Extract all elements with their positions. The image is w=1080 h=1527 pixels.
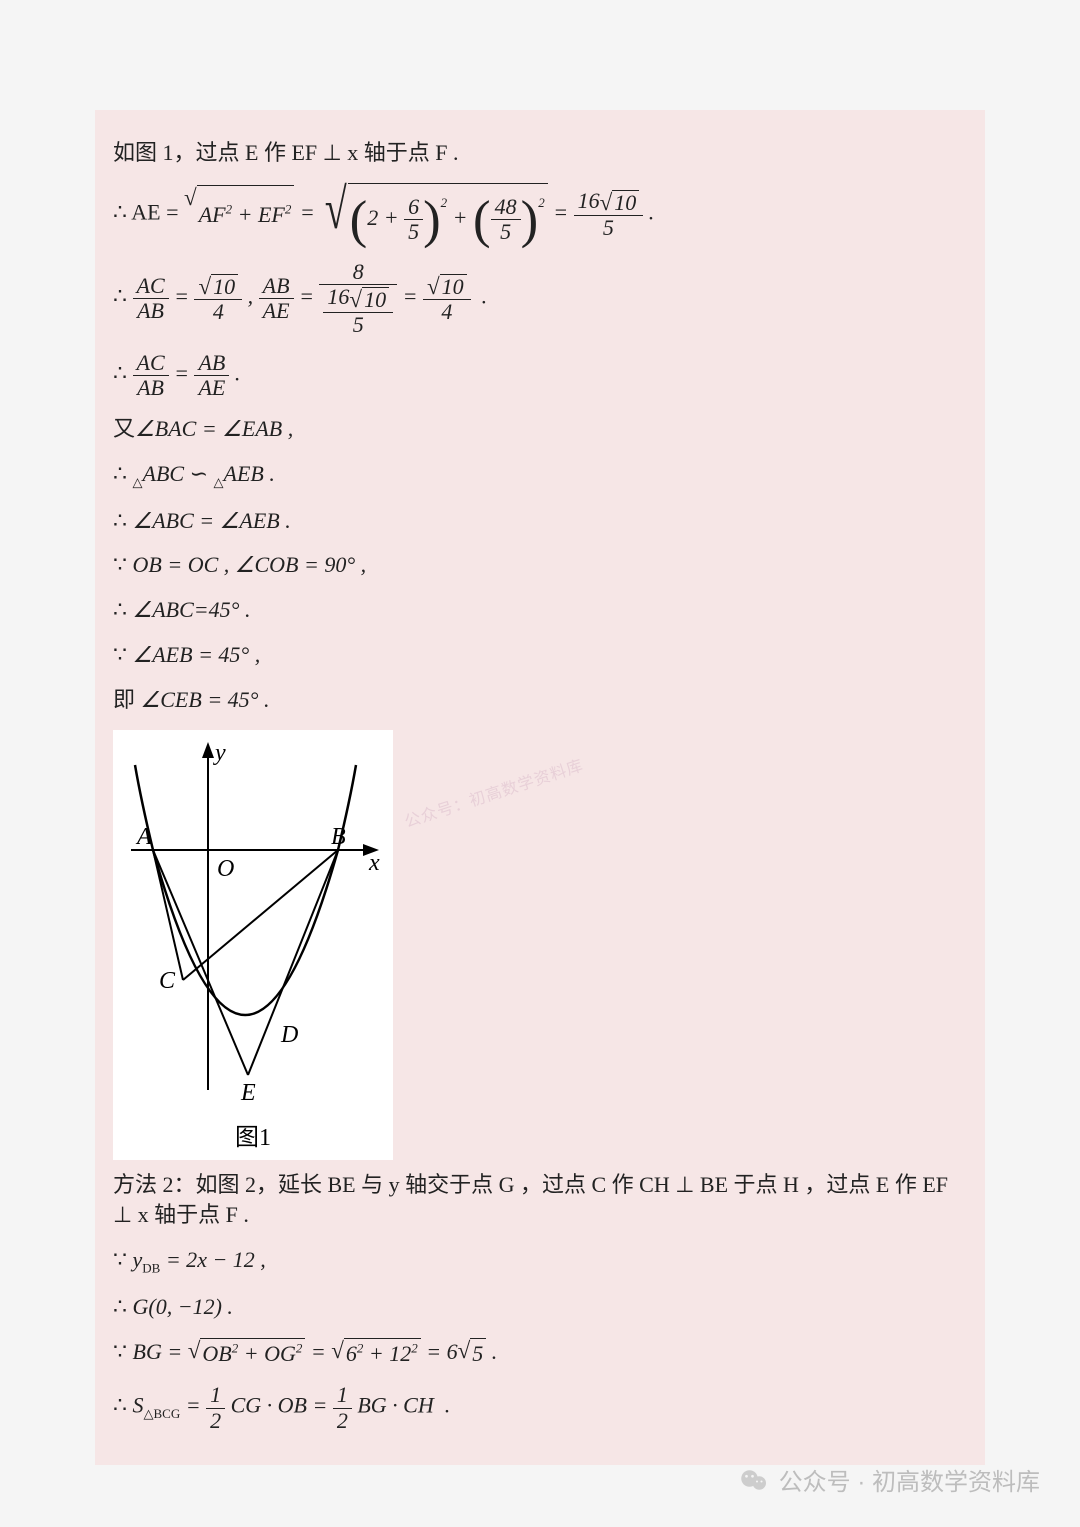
- two3: 2: [333, 1409, 352, 1433]
- svg-text:x: x: [368, 850, 380, 876]
- twelve: 12: [389, 1341, 411, 1366]
- m2-line1: ∵ yDB = 2x − 12 ,: [113, 1245, 967, 1278]
- r1: 10: [211, 274, 238, 299]
- equation-equal-ratio: ∴ ACAB = ABAE .: [113, 351, 967, 400]
- svg-text:y: y: [213, 740, 226, 766]
- r3: AB: [194, 351, 229, 376]
- d1: 5: [404, 220, 423, 244]
- d4b: 4: [423, 300, 471, 324]
- n1: 6: [404, 195, 423, 220]
- intro-text: 如图 1，过点 E 作 EF ⊥ x 轴于点 F .: [113, 140, 459, 165]
- n2: 48: [491, 195, 521, 220]
- ab2: AB: [259, 274, 294, 299]
- r2: 10: [440, 274, 467, 299]
- figure-caption: 图1: [113, 1117, 393, 1152]
- l1: AC: [133, 351, 169, 376]
- m2-text: 方法 2：如图 2，延长 BE 与 y 轴交于点 G ，过点 C 作 CH ⊥ …: [113, 1172, 948, 1228]
- m2-line3: ∵ BG = √OB2 + OG2 = √62 + 122 = 6√5 .: [113, 1337, 967, 1370]
- two: 2: [367, 205, 378, 230]
- svg-text:B: B: [331, 824, 346, 850]
- d5: 5: [323, 313, 393, 337]
- figure-svg: y x A O B C D E: [113, 730, 393, 1130]
- ef: EF: [258, 202, 285, 227]
- five: 5: [470, 1338, 486, 1370]
- m2-line4: ∴ S△BCG = 12 CG · OB = 12 BG · CH .: [113, 1383, 967, 1432]
- two2: 2: [206, 1409, 225, 1433]
- equation-ae: ∴ AE = √ AF2 + EF2 = √ (2 + 65)2 + (485)…: [113, 183, 967, 246]
- footer-watermark: 公众号 · 初高数学资料库: [739, 1462, 1040, 1497]
- den: 5: [574, 216, 644, 240]
- one2: 1: [333, 1383, 352, 1408]
- eq1-prefix: ∴ AE =: [113, 199, 179, 224]
- af: AF: [199, 202, 226, 227]
- intro-line: 如图 1，过点 E 作 EF ⊥ x 轴于点 F .: [113, 138, 967, 169]
- wechat-icon: [739, 1465, 769, 1495]
- sub-bcg: △BCG: [144, 1407, 181, 1422]
- ae-result: 16√10 5: [574, 189, 644, 241]
- ae2: AE: [259, 299, 294, 323]
- eight: 8: [319, 260, 397, 285]
- ac: AC: [133, 274, 169, 299]
- sqrt-expanded: √ (2 + 65)2 + (485)2: [320, 183, 547, 246]
- line-abc-aeb: ∴ ∠ABC = ∠AEB .: [113, 506, 967, 537]
- line-aeb-45: ∵ ∠AEB = 45° ,: [113, 640, 967, 671]
- c16: 16: [327, 284, 349, 309]
- line-ob-oc: ∵ OB = OC , ∠COB = 90° ,: [113, 550, 967, 581]
- line-abc-45: ∴ ∠ABC=45° .: [113, 595, 967, 626]
- coeff: 16: [578, 188, 600, 213]
- r4: AE: [194, 376, 229, 400]
- r10: 10: [362, 287, 389, 312]
- nested-frac: 8 16√105: [319, 260, 397, 337]
- svg-text:O: O: [217, 856, 234, 882]
- line-ceb-45: 即 ∠CEB = 45° .: [113, 685, 967, 716]
- six2: 6: [447, 1339, 458, 1364]
- rad: 10: [612, 190, 639, 215]
- sqrt-af-ef: √ AF2 + EF2: [184, 185, 294, 243]
- footer-text: 公众号 · 初高数学资料库: [779, 1462, 1040, 1497]
- d4a: 4: [194, 300, 242, 324]
- l2: AB: [133, 376, 169, 400]
- th3: ∴: [113, 361, 127, 386]
- m2-line2: ∴ G(0, −12) .: [113, 1292, 967, 1323]
- svg-text:A: A: [135, 824, 152, 850]
- therefore: ∴: [113, 284, 127, 309]
- one: 1: [206, 1383, 225, 1408]
- d2: 5: [491, 220, 521, 244]
- equation-ratio: ∴ ACAB = √104 , ABAE = 8 16√105 = √104 .: [113, 260, 967, 337]
- line-bac: 又∠BAC = ∠EAB ,: [113, 414, 967, 445]
- svg-text:E: E: [240, 1080, 256, 1106]
- svg-text:D: D: [280, 1022, 298, 1048]
- svg-text:C: C: [159, 968, 176, 994]
- ab: AB: [133, 299, 169, 323]
- six: 6: [346, 1341, 357, 1366]
- figure-1: y x A O B C D E 图1: [113, 730, 393, 1160]
- line-similar: ∴ △ABC ∽ △AEB .: [113, 459, 967, 492]
- method-2-intro: 方法 2：如图 2，延长 BE 与 y 轴交于点 G ，过点 C 作 CH ⊥ …: [113, 1170, 967, 1232]
- sub-db: DB: [142, 1261, 160, 1276]
